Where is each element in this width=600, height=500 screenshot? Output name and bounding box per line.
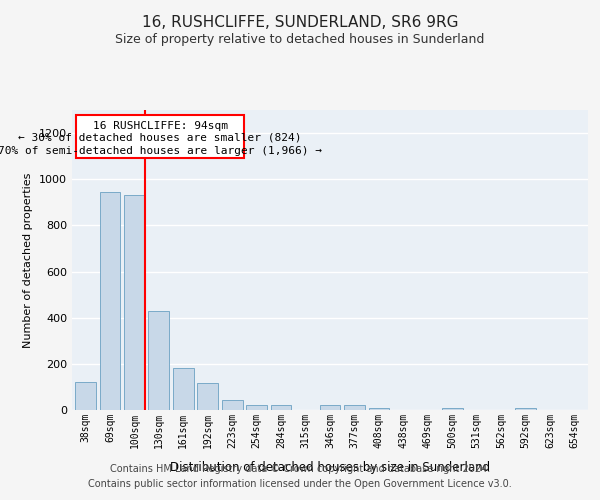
Bar xyxy=(442,408,463,410)
Bar xyxy=(124,196,145,410)
Y-axis label: Number of detached properties: Number of detached properties xyxy=(23,172,34,348)
Bar xyxy=(75,382,96,410)
Bar xyxy=(344,406,365,410)
Bar xyxy=(271,406,292,410)
Text: 16 RUSHCLIFFE: 94sqm: 16 RUSHCLIFFE: 94sqm xyxy=(92,120,227,130)
Bar xyxy=(246,406,267,410)
Text: 16, RUSHCLIFFE, SUNDERLAND, SR6 9RG: 16, RUSHCLIFFE, SUNDERLAND, SR6 9RG xyxy=(142,15,458,30)
Bar xyxy=(197,384,218,410)
FancyBboxPatch shape xyxy=(76,114,244,158)
Bar xyxy=(173,368,194,410)
Text: 70% of semi-detached houses are larger (1,966) →: 70% of semi-detached houses are larger (… xyxy=(0,146,322,156)
Text: Distribution of detached houses by size in Sunderland: Distribution of detached houses by size … xyxy=(170,461,490,474)
Text: Contains HM Land Registry data © Crown copyright and database right 2024.
Contai: Contains HM Land Registry data © Crown c… xyxy=(88,464,512,489)
Bar xyxy=(222,400,242,410)
Text: ← 30% of detached houses are smaller (824): ← 30% of detached houses are smaller (82… xyxy=(18,132,302,142)
Bar xyxy=(320,406,340,410)
Bar xyxy=(100,192,120,410)
Text: Size of property relative to detached houses in Sunderland: Size of property relative to detached ho… xyxy=(115,32,485,46)
Bar xyxy=(368,408,389,410)
Bar xyxy=(515,408,536,410)
Bar xyxy=(148,311,169,410)
